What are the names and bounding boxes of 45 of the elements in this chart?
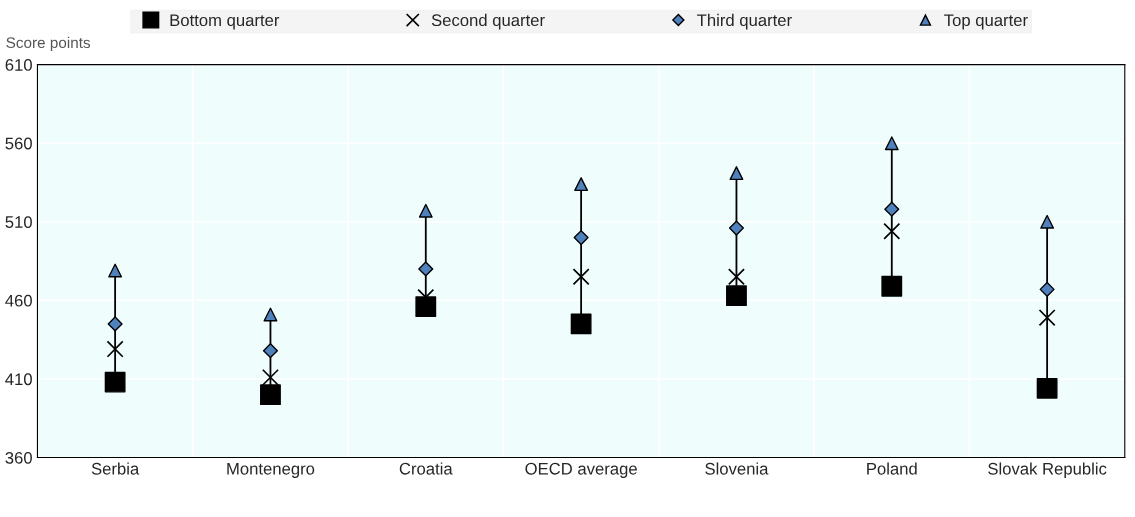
point [727, 268, 745, 286]
legend-label: Third quarter [697, 13, 792, 30]
point [263, 307, 278, 322]
point [106, 340, 124, 358]
x-tick-label: Montenegro [227, 463, 315, 478]
y-tick-label: 560 [5, 137, 32, 150]
x-tick-label: Serbia [91, 462, 140, 475]
y-tick-label: 610 [5, 59, 32, 71]
x-tick-label: Slovak Republic [988, 462, 1107, 478]
point [884, 201, 900, 217]
y-axis-title: Score points [6, 36, 91, 52]
y-tick-label: 410 [5, 373, 32, 386]
point [573, 229, 589, 246]
x-tick-label: Poland [867, 462, 917, 475]
point [104, 371, 126, 393]
point [883, 222, 901, 240]
y-tick-label: 460 [5, 294, 32, 307]
y-tick-label: 510 [5, 216, 32, 228]
x-tick-label: OECD average [525, 462, 637, 478]
legend-label: Top quarter [944, 14, 1028, 30]
point [726, 285, 747, 307]
point [260, 384, 281, 406]
point [881, 275, 903, 297]
point [261, 368, 279, 386]
point [884, 136, 899, 151]
point [1040, 214, 1055, 229]
point [1038, 309, 1056, 327]
legend-label: Bottom quarter [170, 14, 280, 30]
point [572, 268, 590, 286]
point [418, 203, 433, 218]
point [415, 296, 437, 318]
point [418, 261, 434, 277]
point [1039, 281, 1055, 297]
point [108, 263, 123, 278]
point [728, 220, 745, 236]
point [107, 316, 123, 332]
point [262, 343, 279, 359]
x-tick-label: Slovenia [705, 462, 769, 475]
y-tick-label: 360 [5, 451, 32, 464]
point [574, 177, 589, 192]
point [729, 166, 744, 181]
legend-label: Second quarter [431, 13, 545, 30]
point [570, 313, 592, 335]
point [1036, 377, 1058, 399]
x-tick-label: Croatia [399, 462, 453, 475]
